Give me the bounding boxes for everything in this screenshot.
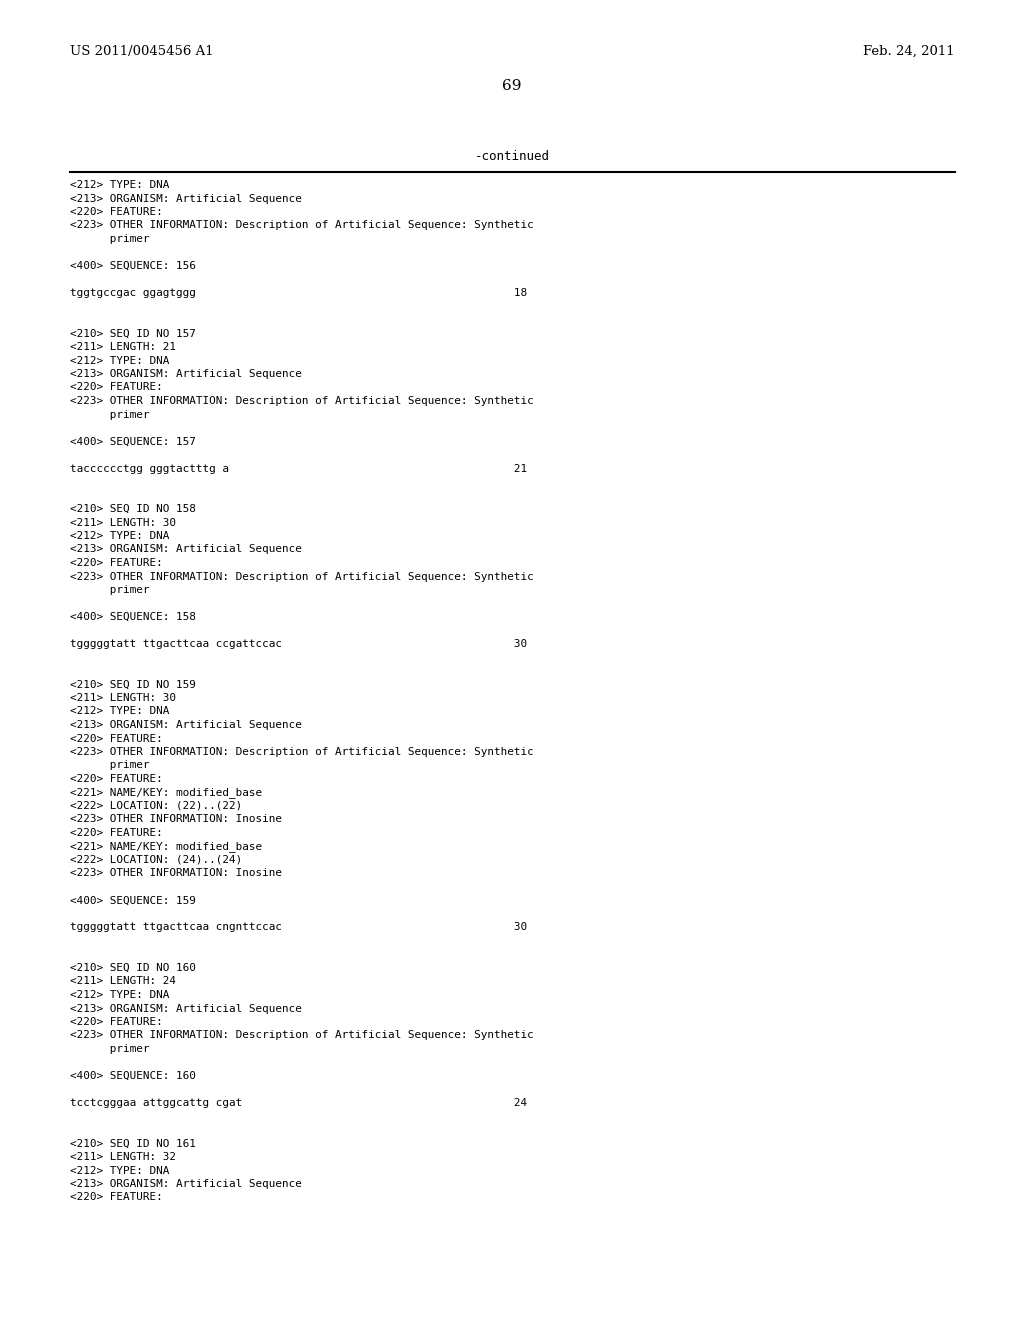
Text: <220> FEATURE:: <220> FEATURE: <box>70 558 163 568</box>
Text: tgggggtatt ttgacttcaa ccgattccac                                   30: tgggggtatt ttgacttcaa ccgattccac 30 <box>70 639 527 649</box>
Text: <400> SEQUENCE: 156: <400> SEQUENCE: 156 <box>70 261 196 271</box>
Text: <400> SEQUENCE: 159: <400> SEQUENCE: 159 <box>70 895 196 906</box>
Text: primer: primer <box>70 760 150 771</box>
Text: <212> TYPE: DNA: <212> TYPE: DNA <box>70 706 169 717</box>
Text: <211> LENGTH: 24: <211> LENGTH: 24 <box>70 977 176 986</box>
Text: <211> LENGTH: 32: <211> LENGTH: 32 <box>70 1152 176 1162</box>
Text: tgggggtatt ttgacttcaa cngnttccac                                   30: tgggggtatt ttgacttcaa cngnttccac 30 <box>70 923 527 932</box>
Text: <223> OTHER INFORMATION: Description of Artificial Sequence: Synthetic: <223> OTHER INFORMATION: Description of … <box>70 572 534 582</box>
Text: <210> SEQ ID NO 158: <210> SEQ ID NO 158 <box>70 504 196 513</box>
Text: -continued: -continued <box>474 150 550 162</box>
Text: <212> TYPE: DNA: <212> TYPE: DNA <box>70 180 169 190</box>
Text: <210> SEQ ID NO 161: <210> SEQ ID NO 161 <box>70 1138 196 1148</box>
Text: <213> ORGANISM: Artificial Sequence: <213> ORGANISM: Artificial Sequence <box>70 370 302 379</box>
Text: <223> OTHER INFORMATION: Inosine: <223> OTHER INFORMATION: Inosine <box>70 814 282 825</box>
Text: <222> LOCATION: (24)..(24): <222> LOCATION: (24)..(24) <box>70 855 243 865</box>
Text: <211> LENGTH: 30: <211> LENGTH: 30 <box>70 517 176 528</box>
Text: <213> ORGANISM: Artificial Sequence: <213> ORGANISM: Artificial Sequence <box>70 544 302 554</box>
Text: tacccccctgg gggtactttg a                                           21: tacccccctgg gggtactttg a 21 <box>70 463 527 474</box>
Text: tcctcgggaa attggcattg cgat                                         24: tcctcgggaa attggcattg cgat 24 <box>70 1098 527 1107</box>
Text: <220> FEATURE:: <220> FEATURE: <box>70 1016 163 1027</box>
Text: <221> NAME/KEY: modified_base: <221> NAME/KEY: modified_base <box>70 788 262 799</box>
Text: <210> SEQ ID NO 157: <210> SEQ ID NO 157 <box>70 329 196 338</box>
Text: <212> TYPE: DNA: <212> TYPE: DNA <box>70 355 169 366</box>
Text: <223> OTHER INFORMATION: Inosine: <223> OTHER INFORMATION: Inosine <box>70 869 282 879</box>
Text: <220> FEATURE:: <220> FEATURE: <box>70 383 163 392</box>
Text: <212> TYPE: DNA: <212> TYPE: DNA <box>70 531 169 541</box>
Text: <223> OTHER INFORMATION: Description of Artificial Sequence: Synthetic: <223> OTHER INFORMATION: Description of … <box>70 220 534 231</box>
Text: primer: primer <box>70 1044 150 1053</box>
Text: <213> ORGANISM: Artificial Sequence: <213> ORGANISM: Artificial Sequence <box>70 194 302 203</box>
Text: US 2011/0045456 A1: US 2011/0045456 A1 <box>70 45 214 58</box>
Text: <220> FEATURE:: <220> FEATURE: <box>70 207 163 216</box>
Text: <220> FEATURE:: <220> FEATURE: <box>70 828 163 838</box>
Text: <223> OTHER INFORMATION: Description of Artificial Sequence: Synthetic: <223> OTHER INFORMATION: Description of … <box>70 747 534 756</box>
Text: <223> OTHER INFORMATION: Description of Artificial Sequence: Synthetic: <223> OTHER INFORMATION: Description of … <box>70 1031 534 1040</box>
Text: <400> SEQUENCE: 157: <400> SEQUENCE: 157 <box>70 437 196 446</box>
Text: <211> LENGTH: 30: <211> LENGTH: 30 <box>70 693 176 704</box>
Text: <212> TYPE: DNA: <212> TYPE: DNA <box>70 1166 169 1176</box>
Text: <223> OTHER INFORMATION: Description of Artificial Sequence: Synthetic: <223> OTHER INFORMATION: Description of … <box>70 396 534 407</box>
Text: Feb. 24, 2011: Feb. 24, 2011 <box>863 45 955 58</box>
Text: <211> LENGTH: 21: <211> LENGTH: 21 <box>70 342 176 352</box>
Text: <400> SEQUENCE: 158: <400> SEQUENCE: 158 <box>70 612 196 622</box>
Text: <222> LOCATION: (22)..(22): <222> LOCATION: (22)..(22) <box>70 801 243 810</box>
Text: <220> FEATURE:: <220> FEATURE: <box>70 1192 163 1203</box>
Text: primer: primer <box>70 585 150 595</box>
Text: <221> NAME/KEY: modified_base: <221> NAME/KEY: modified_base <box>70 842 262 853</box>
Text: tggtgccgac ggagtggg                                                18: tggtgccgac ggagtggg 18 <box>70 288 527 298</box>
Text: <213> ORGANISM: Artificial Sequence: <213> ORGANISM: Artificial Sequence <box>70 1179 302 1189</box>
Text: 69: 69 <box>502 79 522 92</box>
Text: <210> SEQ ID NO 159: <210> SEQ ID NO 159 <box>70 680 196 689</box>
Text: <212> TYPE: DNA: <212> TYPE: DNA <box>70 990 169 1001</box>
Text: <400> SEQUENCE: 160: <400> SEQUENCE: 160 <box>70 1071 196 1081</box>
Text: <220> FEATURE:: <220> FEATURE: <box>70 734 163 743</box>
Text: <213> ORGANISM: Artificial Sequence: <213> ORGANISM: Artificial Sequence <box>70 719 302 730</box>
Text: <220> FEATURE:: <220> FEATURE: <box>70 774 163 784</box>
Text: <213> ORGANISM: Artificial Sequence: <213> ORGANISM: Artificial Sequence <box>70 1003 302 1014</box>
Text: primer: primer <box>70 234 150 244</box>
Text: <210> SEQ ID NO 160: <210> SEQ ID NO 160 <box>70 964 196 973</box>
Text: primer: primer <box>70 409 150 420</box>
